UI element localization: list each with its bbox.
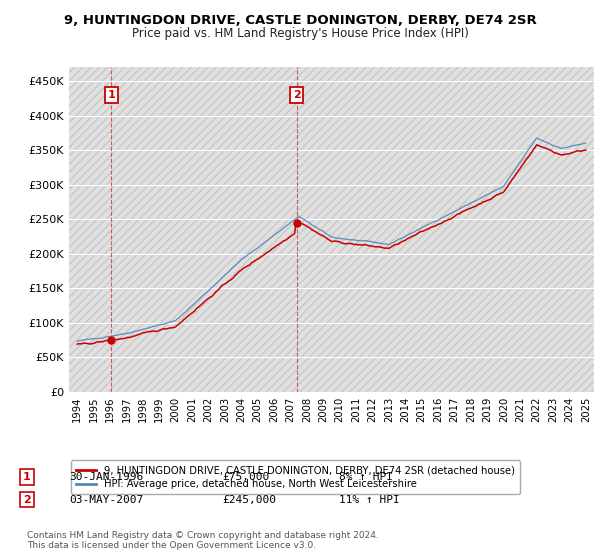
- Text: 2: 2: [293, 90, 301, 100]
- Text: 1: 1: [107, 90, 115, 100]
- Text: 30-JAN-1996: 30-JAN-1996: [69, 472, 143, 482]
- Text: 8% ↑ HPI: 8% ↑ HPI: [339, 472, 393, 482]
- Text: Price paid vs. HM Land Registry's House Price Index (HPI): Price paid vs. HM Land Registry's House …: [131, 27, 469, 40]
- Text: £75,000: £75,000: [222, 472, 269, 482]
- Legend: 9, HUNTINGDON DRIVE, CASTLE DONINGTON, DERBY, DE74 2SR (detached house), HPI: Av: 9, HUNTINGDON DRIVE, CASTLE DONINGTON, D…: [71, 460, 520, 494]
- Text: 2: 2: [23, 494, 31, 505]
- Text: 1: 1: [23, 472, 31, 482]
- Text: Contains HM Land Registry data © Crown copyright and database right 2024.
This d: Contains HM Land Registry data © Crown c…: [27, 530, 379, 550]
- Text: £245,000: £245,000: [222, 494, 276, 505]
- Text: 9, HUNTINGDON DRIVE, CASTLE DONINGTON, DERBY, DE74 2SR: 9, HUNTINGDON DRIVE, CASTLE DONINGTON, D…: [64, 14, 536, 27]
- Text: 03-MAY-2007: 03-MAY-2007: [69, 494, 143, 505]
- Text: 11% ↑ HPI: 11% ↑ HPI: [339, 494, 400, 505]
